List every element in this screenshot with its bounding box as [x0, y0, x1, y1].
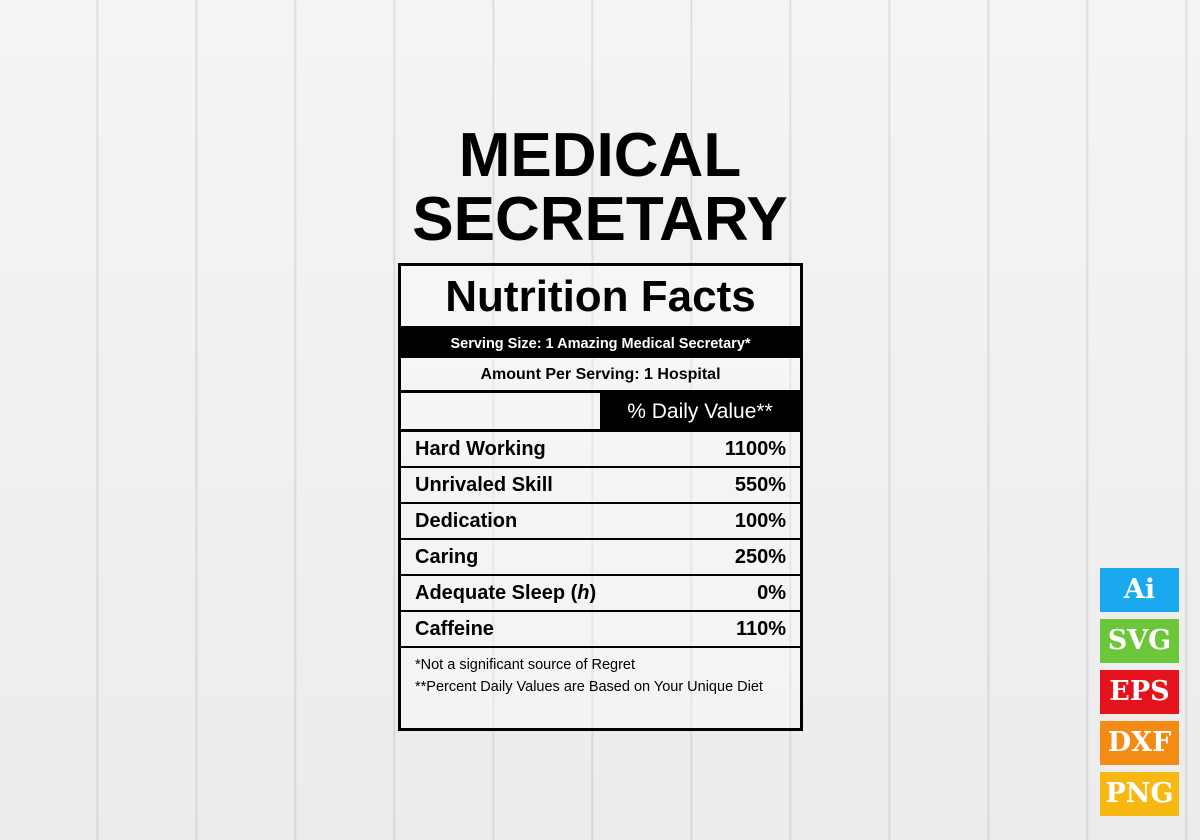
nutrient-name: Adequate Sleep (h)	[415, 582, 596, 605]
nutrient-row: Adequate Sleep (h) 0%	[401, 576, 800, 612]
nutrient-name-end: )	[589, 581, 597, 604]
nutrient-name: Caffeine	[415, 617, 494, 640]
nutrient-value: 250%	[734, 545, 786, 568]
nutrient-name: Dedication	[415, 509, 518, 532]
badge-dxf: DXF	[1100, 721, 1179, 765]
nutrient-name: Unrivaled Skill	[415, 473, 553, 496]
badge-svg: SVG	[1100, 619, 1179, 663]
label-heading: Nutrition Facts	[401, 266, 800, 329]
footnote-1: *Not a significant source of Regret	[415, 657, 636, 673]
amount-per-serving: Amount Per Serving: 1 Hospital	[401, 358, 800, 393]
nutrient-row: Hard Working 1100%	[401, 432, 800, 468]
daily-value-header: % Daily Value**	[600, 393, 800, 429]
design-title: MEDICAL SECRETARY	[380, 124, 820, 252]
nutrient-value: 0%	[757, 581, 786, 604]
badge-png: PNG	[1100, 772, 1179, 816]
badge-ai: Ai	[1100, 568, 1179, 612]
footnote-2: **Percent Daily Values are Based on Your…	[415, 679, 763, 695]
nutrient-value: 100%	[734, 509, 786, 532]
serving-size: Serving Size: 1 Amazing Medical Secretar…	[401, 329, 800, 358]
daily-value-header-row: % Daily Value**	[401, 393, 800, 432]
nutrient-name: Caring	[415, 545, 479, 568]
nutrition-label: Nutrition Facts Serving Size: 1 Amazing …	[398, 263, 803, 731]
nutrient-unit: h	[577, 581, 590, 604]
nutrient-value: 550%	[734, 473, 786, 496]
badge-eps: EPS	[1100, 670, 1179, 714]
nutrient-row: Dedication 100%	[401, 504, 800, 540]
title-line-1: MEDICAL	[458, 121, 742, 190]
nutrient-row: Caffeine 110%	[401, 612, 800, 648]
nutrient-row: Unrivaled Skill 550%	[401, 468, 800, 504]
nutrient-value: 110%	[735, 617, 786, 640]
title-line-2: SECRETARY	[412, 185, 788, 254]
footnotes: *Not a significant source of Regret **Pe…	[401, 648, 800, 704]
nutrient-name-start: Adequate Sleep (	[415, 581, 578, 604]
nutrient-value: 1100%	[724, 437, 786, 460]
nutrient-row: Caring 250%	[401, 540, 800, 576]
nutrient-name: Hard Working	[415, 437, 546, 460]
